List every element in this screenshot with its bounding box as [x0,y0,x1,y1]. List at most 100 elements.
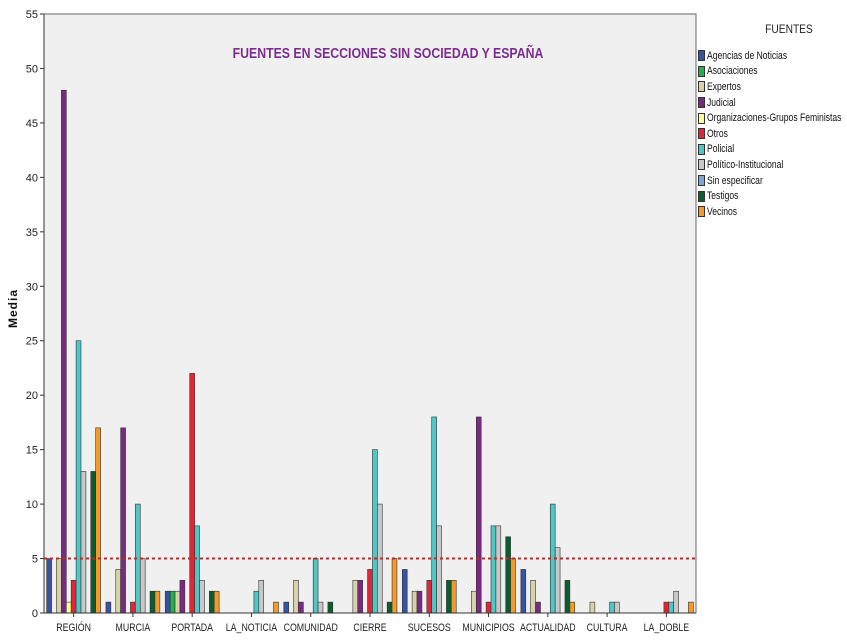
bar-expertos-9 [589,601,596,614]
bar-agencias-de-noticias-4 [283,601,289,614]
legend-label: Organizaciones-Grupos Feministas [707,112,842,125]
bar-testigos-7 [505,536,511,614]
x-tick-label: CIERRE [353,622,387,634]
bar-pol-tico-institucional-10 [673,590,679,614]
bar-vecinos-7 [510,558,516,614]
legend-swatch [698,206,705,218]
bar-judicial-1 [120,427,126,614]
bar-policial-9 [609,601,615,614]
legend: FUENTES Agencias de Noticias Asociaciones… [698,22,846,220]
legend-label: Agencias de Noticias [707,49,788,62]
legend-label: Político-Institucional [707,158,784,171]
bar-pol-tico-institucional-6 [436,525,442,614]
bar-otros-5 [367,569,373,614]
bar-vecinos-10 [688,601,694,614]
bar-testigos-1 [149,590,156,614]
legend-item: Judicial [698,95,846,111]
bar-testigos-8 [564,580,571,614]
bar-otros-1 [130,601,136,614]
bar-pol-tico-institucional-2 [199,580,205,614]
y-tick-label: 40 [26,172,38,184]
bar-testigos-6 [446,580,452,614]
x-tick-label: SUCESOS [408,622,451,634]
legend-item: Expertos [698,79,846,95]
y-tick-label: 5 [32,554,38,566]
bar-agencias-de-noticias-6 [402,569,408,614]
bar-testigos-0 [90,471,96,614]
bar-expertos-5 [352,580,359,614]
legend-swatch [698,128,705,140]
bar-vecinos-6 [451,580,457,614]
legend-swatch [698,81,705,93]
x-tick-label: MUNICIPIOS [462,622,515,634]
legend-item: Sin especificar [698,173,846,189]
bar-agencias-de-noticias-2 [164,590,171,614]
legend-swatch [698,143,705,155]
bar-policial-2 [194,525,200,614]
x-tick-label: REGIÓN [56,622,91,634]
bar-pol-tico-institucional-9 [614,601,620,614]
bar-expertos-7 [471,590,477,614]
bar-policial-7 [490,525,497,614]
bar-expertos-6 [411,590,418,614]
legend-item: Organizaciones-Grupos Feministas [698,110,846,126]
legend-label: Policial [707,143,735,156]
chart-title: FUENTES EN SECCIONES SIN SOCIEDAD Y ESPA… [233,43,544,62]
y-tick-label: 20 [26,390,38,402]
bar-otros-7 [485,601,492,614]
x-tick-label: CULTURA [587,622,628,634]
y-tick-label: 10 [26,499,38,511]
legend-label: Sin especificar [707,174,763,187]
x-tick-label: LA_NOTICIA [226,622,278,634]
legend-label: Judicial [707,96,736,109]
bar-judicial-8 [535,601,541,614]
y-tick-label: 55 [26,9,38,21]
x-tick-label: ACTUALIDAD [520,622,576,634]
bar-otros-2 [189,373,195,614]
x-tick-label: MURCIA [116,622,151,634]
bar-organizaciones-grupos-feministas-0 [65,601,72,614]
bar-judicial-0 [61,89,67,614]
legend-item: Asociaciones [698,64,846,80]
bar-judicial-7 [475,416,482,614]
bar-asociaciones-2 [169,590,176,614]
bar-judicial-4 [298,601,304,614]
x-tick-label: PORTADA [171,622,213,634]
y-tick-label: 15 [26,445,38,457]
bar-agencias-de-noticias-8 [520,569,527,614]
legend-swatch [698,190,705,202]
bar-vecinos-1 [154,590,161,614]
bar-vecinos-3 [273,601,279,614]
bar-agencias-de-noticias-0 [46,558,52,614]
bar-testigos-4 [327,601,334,614]
y-tick-label: 35 [26,227,38,239]
x-tick-label: COMUNIDAD [284,622,338,634]
y-axis-label: Media [6,288,20,328]
legend-item: Testigos [698,188,846,204]
bar-testigos-2 [209,590,215,614]
legend-item: Vecinos [698,204,846,220]
bar-pol-tico-institucional-4 [317,601,324,614]
y-tick-label: 0 [32,608,38,620]
legend-swatch [698,97,705,109]
bar-vecinos-0 [95,427,101,614]
bar-judicial-2 [179,580,186,614]
x-tick-label: LA_DOBLE [644,622,690,634]
legend-label: Otros [707,127,728,140]
y-tick-label: 50 [26,63,38,75]
bar-testigos-5 [386,601,393,614]
bar-judicial-5 [357,580,363,614]
bar-policial-0 [75,340,82,614]
legend-label: Asociaciones [707,65,758,78]
y-tick-label: 45 [26,118,38,130]
bar-policial-6 [431,416,437,614]
legend-swatch [698,65,705,77]
bar-policial-5 [372,449,378,614]
legend-item: Político-Institucional [698,157,846,173]
y-tick-label: 25 [26,336,38,348]
bar-policial-10 [668,601,675,614]
legend-label: Expertos [707,80,741,93]
legend-swatch [698,159,705,171]
legend-swatch [698,50,705,62]
